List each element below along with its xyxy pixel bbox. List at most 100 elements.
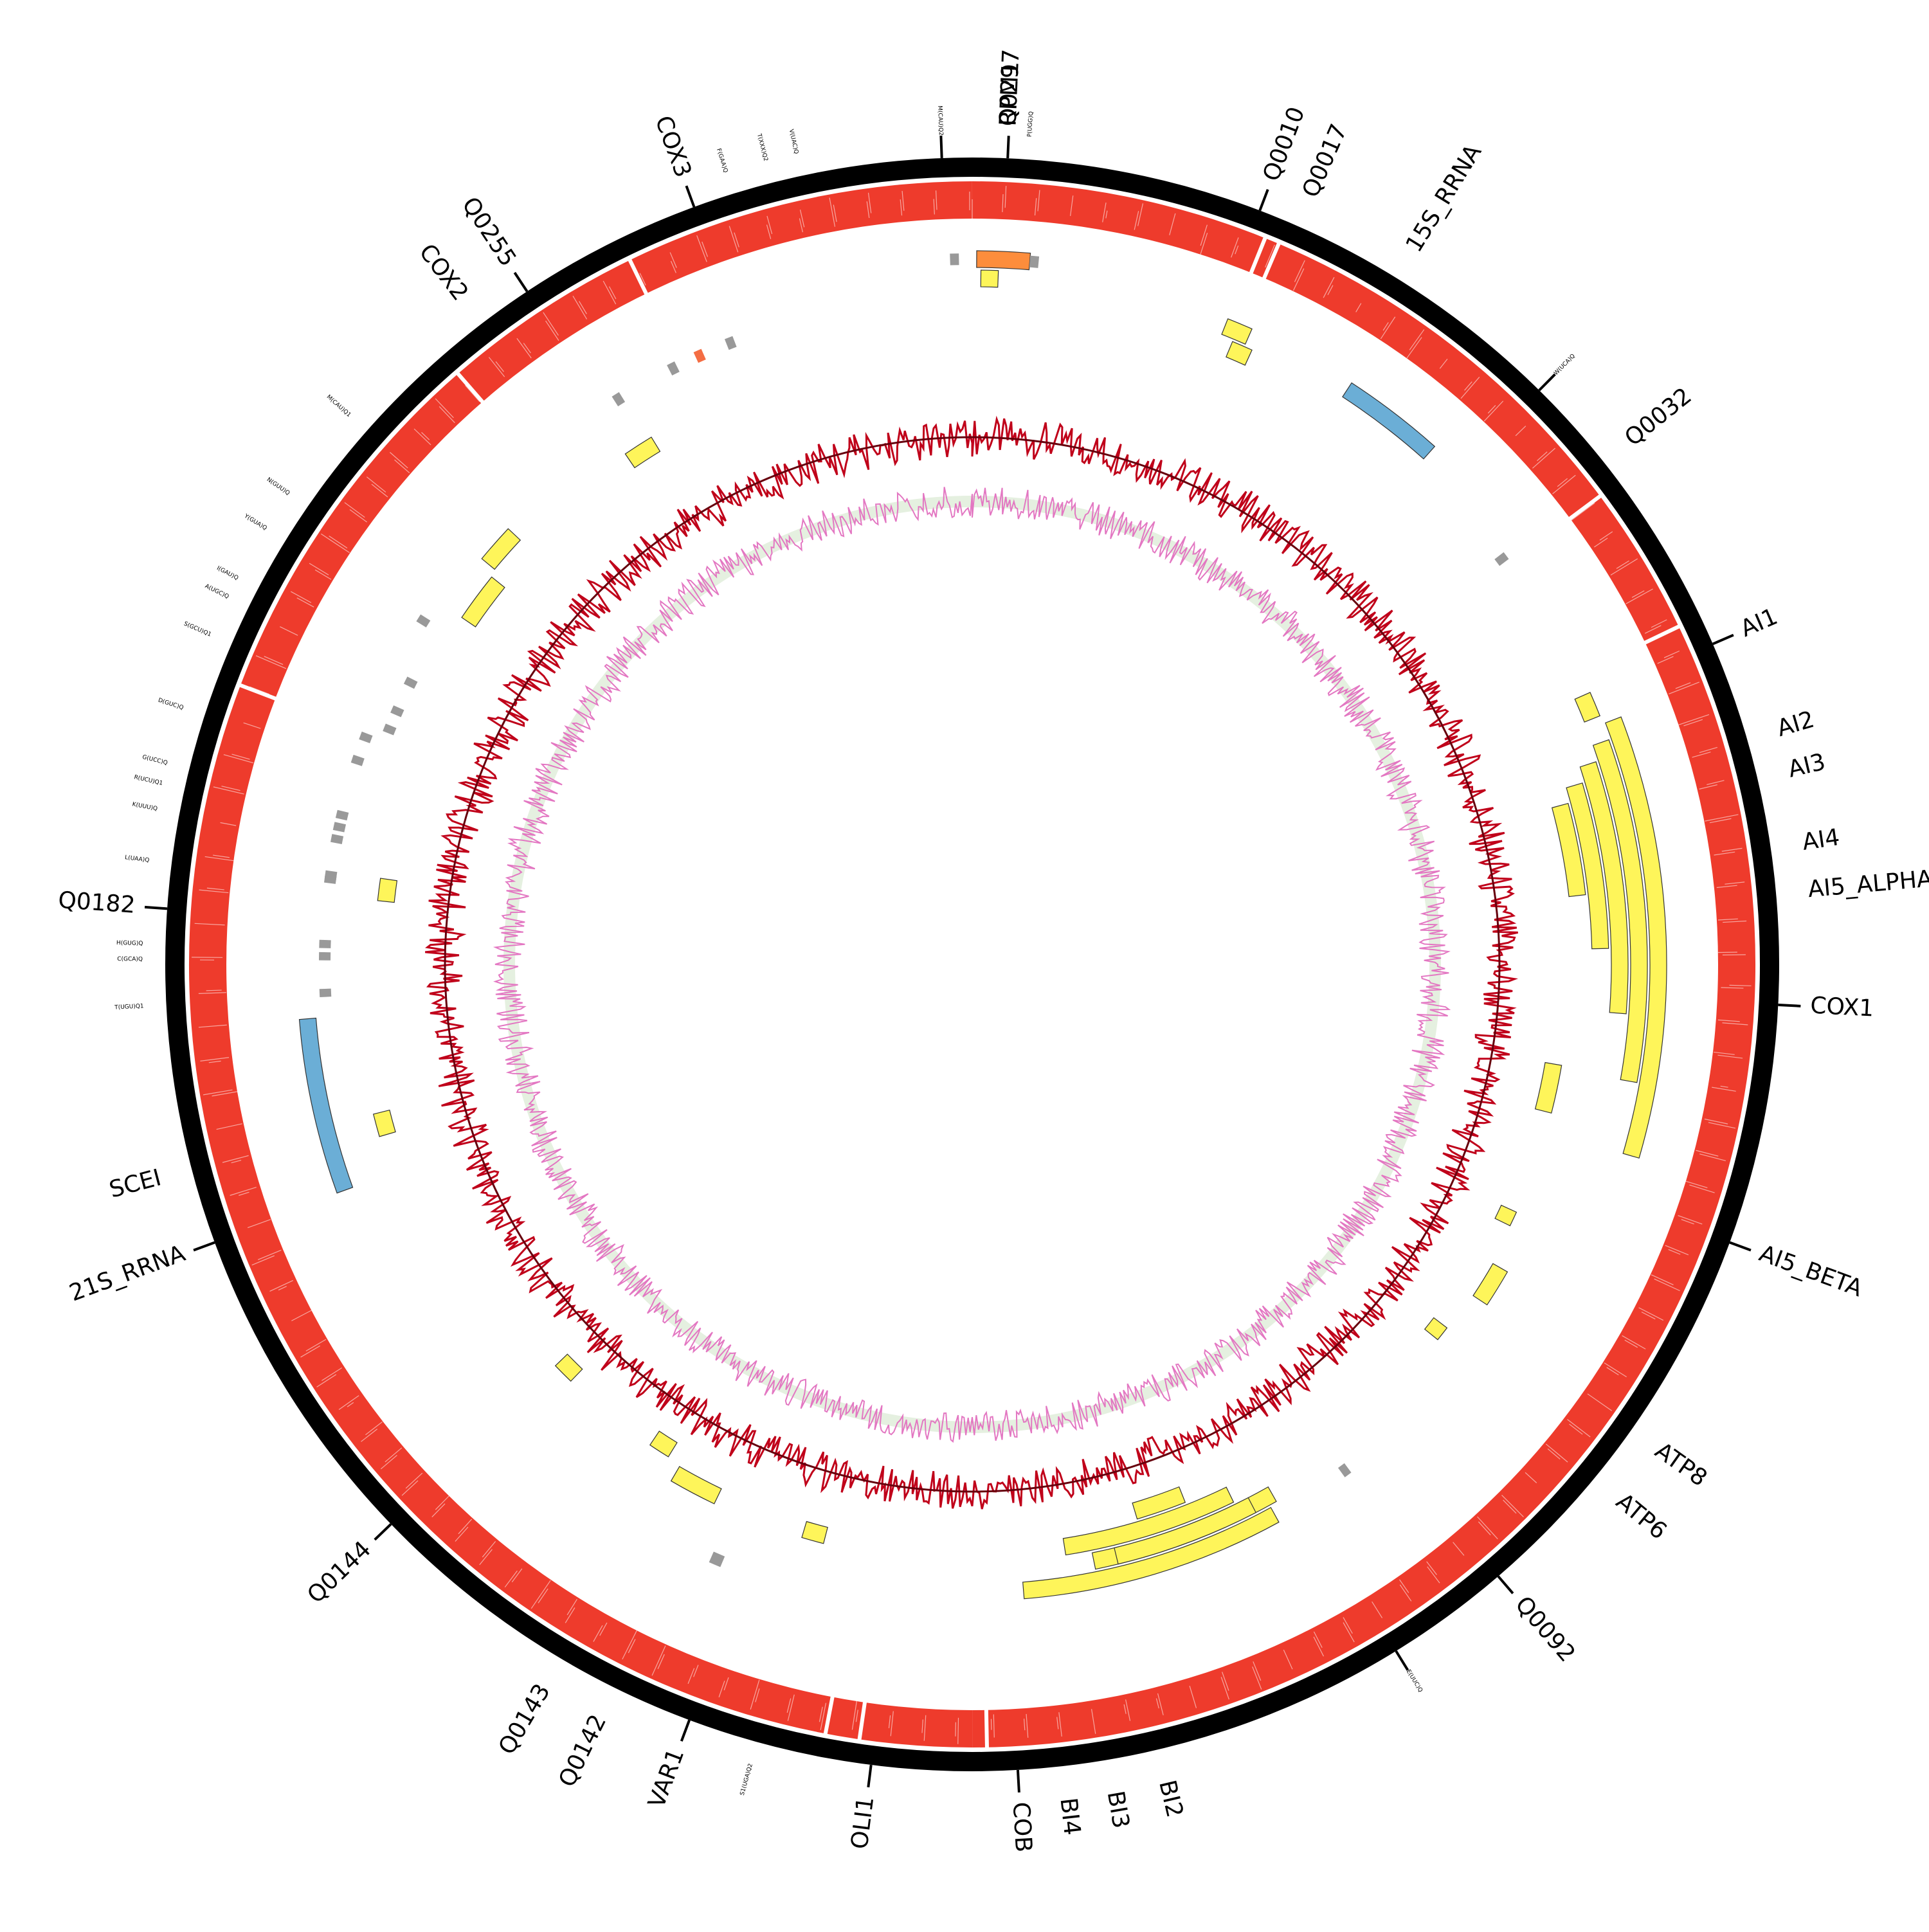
cds-feature [1222, 319, 1252, 344]
tick-mark [375, 1524, 391, 1540]
cds-feature [802, 1522, 828, 1544]
tick-mark [1260, 190, 1267, 211]
gene-label: Q0092 [1510, 1591, 1580, 1667]
trna-feature [333, 822, 346, 832]
gene-label: VAR1 [644, 1745, 690, 1811]
gc-content-line [495, 487, 1449, 1441]
trna-feature [331, 834, 343, 844]
tick-mark [1018, 1770, 1019, 1792]
tick-mark [1539, 374, 1555, 390]
trna-feature [709, 1551, 725, 1567]
gene-label: Q0144 [302, 1536, 376, 1609]
coverage-ring [189, 181, 1755, 1750]
backbone-circle [175, 167, 1770, 1762]
gene-label: OLI1 [846, 1795, 879, 1850]
cds-feature [1425, 1318, 1447, 1340]
cds-feature [462, 577, 505, 627]
gene-label: Q0143 [494, 1679, 556, 1759]
trna-feature [1029, 256, 1039, 268]
rrna-feature [300, 1018, 353, 1193]
gene-label: Q0017 [1298, 120, 1353, 201]
trna-label: K(UUU)Q [132, 801, 158, 812]
trna-label: S(GCU)Q1 [183, 621, 212, 638]
tick-mark [194, 1243, 215, 1250]
trna-feature [416, 615, 430, 627]
trna-label: T(XXX)Q2 [756, 132, 769, 162]
gene-label: COX2 [414, 239, 474, 305]
trna-label: I(GAU)Q [215, 565, 239, 582]
cds-feature [625, 437, 660, 468]
coverage-dip [958, 1718, 959, 1744]
tick-marks [145, 136, 1800, 1792]
gene-label: Q0182 [57, 887, 136, 919]
trna-feature [404, 676, 418, 689]
trna-feature [694, 349, 706, 363]
coverage-ring-half [189, 181, 972, 1747]
trna-label: F(GAA)Q [715, 148, 729, 174]
trna-feature [1338, 1463, 1352, 1477]
trna-feature [319, 940, 331, 948]
trna-label: G(UCC)Q [141, 754, 168, 766]
trna-feature [383, 724, 396, 736]
cds-feature [1495, 1205, 1516, 1226]
tick-mark [514, 273, 527, 291]
tick-mark [682, 1720, 689, 1741]
trna-label: R(UCU)Q1 [133, 774, 163, 787]
gc-content-track [495, 487, 1449, 1441]
cds-feature [377, 878, 397, 903]
gene-label: AI2 [1774, 707, 1817, 743]
genome-backbone [175, 167, 1770, 1762]
gene-label: ATP8 [1650, 1438, 1712, 1492]
cds-feature [977, 251, 1031, 270]
trna-label: Y(GUA)Q [242, 513, 268, 532]
cds-feature [1473, 1263, 1507, 1305]
trna-label: P(UGG)Q [1027, 111, 1035, 138]
gene-label: BI4 [1055, 1796, 1085, 1836]
coverage-gap [986, 1707, 987, 1750]
gene-label: AI4 [1800, 824, 1841, 856]
gene-label: COX1 [1809, 993, 1874, 1022]
trna-feature [319, 952, 331, 961]
trna-feature [390, 705, 404, 717]
coverage-dip [206, 990, 222, 991]
cds-feature [981, 270, 998, 287]
tick-mark [868, 1765, 871, 1787]
gene-label: BI3 [1102, 1789, 1134, 1830]
gene-label: COX3 [649, 113, 696, 181]
tick-mark [1396, 1651, 1408, 1670]
gene-label: AI3 [1786, 749, 1828, 783]
trna-feature [320, 989, 332, 997]
cds-feature [650, 1431, 677, 1457]
tick-mark [686, 186, 694, 207]
trna-label: E(UUC)Q [1405, 1668, 1424, 1693]
cds-feature [1535, 1063, 1562, 1114]
gene-label: Q0010 [1258, 104, 1310, 185]
trna-label: C(GCA)Q [117, 956, 143, 962]
cds-feature [556, 1354, 583, 1381]
trna-label: W(UCA)Q [1553, 353, 1577, 377]
gene-label: AI1 [1737, 603, 1782, 642]
trna-label: S1(UGA)Q2 [739, 1763, 754, 1796]
gene-label: RPM1 [995, 61, 1024, 127]
tick-mark [1713, 635, 1734, 644]
gene-label: Q0032 [1620, 383, 1696, 451]
trna-label: N(GUU)Q [266, 476, 291, 496]
trna-feature [667, 361, 680, 375]
trna-label: M(CAU)Q2 [936, 105, 944, 136]
rrna-feature [1343, 383, 1435, 458]
gene-label: Q0255 [457, 192, 521, 271]
trna-feature [325, 871, 338, 880]
gene-label: AI5_ALPHA [1807, 865, 1929, 903]
cds-feature [1575, 692, 1600, 722]
gene-label: Q0142 [554, 1710, 611, 1791]
gene-label: 21S_RRNA [66, 1240, 189, 1306]
gene-label: BI2 [1154, 1778, 1188, 1820]
trna-label: T(UGU)Q1 [114, 1003, 144, 1011]
tick-mark [1498, 1576, 1513, 1594]
cds-feature [1226, 341, 1252, 365]
trna-feature [725, 336, 737, 350]
gene-label: COB [1008, 1801, 1037, 1853]
trna-label: D(GUC)Q [158, 697, 185, 711]
